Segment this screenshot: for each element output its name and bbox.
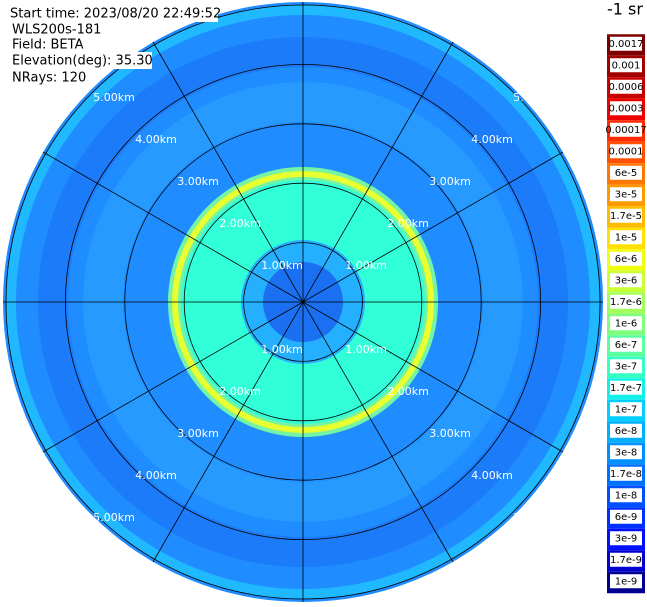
colorbar-label-box [610, 230, 642, 245]
colorbar-label: 1.7e-9 [610, 555, 642, 566]
range-label: 1.00km [261, 259, 303, 272]
field: Field: BETA [12, 38, 84, 53]
range-label: 1.00km [345, 259, 387, 272]
range-label: 2.00km [219, 385, 261, 398]
colorbar-label-box [610, 488, 642, 503]
range-label: 3.00km [429, 175, 471, 188]
colorbar-label: 1e-7 [615, 404, 638, 415]
range-label: 3.00km [177, 175, 219, 188]
colorbar-label-box [610, 208, 642, 223]
range-label: 2.00km [387, 217, 429, 230]
range-label: 5.00km [513, 91, 555, 104]
colorbar-label: 3e-5 [615, 189, 638, 200]
colorbar-label: 0.0006 [609, 82, 644, 93]
range-label: 4.00km [135, 469, 177, 482]
colorbar-label-box [610, 574, 642, 589]
colorbar-label: 1.7e-5 [610, 211, 642, 222]
range-label: 3.00km [429, 427, 471, 440]
start-time: Start time: 2023/08/20 22:49:52 [10, 7, 221, 22]
colorbar-label-box [610, 58, 642, 73]
range-label: 4.00km [135, 133, 177, 146]
colorbar-label-box [610, 402, 642, 417]
range-labels: 1.00km 1.00km 1.00km 1.00km 2.00km 2.00km 2.00… [93, 91, 555, 524]
grid [3, 2, 603, 602]
colorbar-label: 6e-8 [615, 426, 638, 437]
colorbar-label-box [610, 79, 642, 94]
colorbar-label-box [610, 337, 642, 352]
colorbar-label: 0.00017 [605, 125, 646, 136]
nrays: NRays: 120 [12, 71, 86, 86]
colorbar-label-box [610, 101, 642, 116]
colorbar-label-box [610, 36, 642, 51]
info: Start time: 2023/08/20 22:49:52 WLS200s-… [8, 5, 221, 86]
range-label: 5.00km [93, 91, 135, 104]
range-label: 4.00km [471, 133, 513, 146]
colorbar-label-box [610, 144, 642, 159]
colorbar-label-box [610, 380, 642, 395]
range-label: 1.00km [261, 343, 303, 356]
colorbar-label-box [610, 294, 642, 309]
range-label: 3.00km [177, 427, 219, 440]
colorbar-label: 3e-7 [615, 361, 638, 372]
colorbar-label-box [610, 552, 642, 567]
colorbar-label: 1.7e-8 [610, 469, 642, 480]
range-label: 1.00km [345, 343, 387, 356]
range-label: 4.00km [471, 469, 513, 482]
colorbar-label: 0.0001 [609, 146, 644, 157]
colorbar-label: 6e-6 [615, 254, 638, 265]
colorbar-label-box [610, 466, 642, 481]
colorbar-label-box [610, 445, 642, 460]
elevation: Elevation(deg): 35.30 [12, 54, 153, 69]
colorbar-label: 3e-8 [615, 447, 638, 458]
colorbar-label-box [610, 509, 642, 524]
colorbar-label: 0.0003 [609, 103, 644, 114]
colorbar-label: 1e-5 [615, 232, 638, 243]
colorbar-label: 1e-6 [615, 318, 638, 329]
colorbar-label: 1.7e-6 [610, 297, 642, 308]
range-label: 2.00km [387, 385, 429, 398]
range-label: 5.00km [93, 511, 135, 524]
colorbar-label: 6e-9 [615, 512, 638, 523]
range-label: 2.00km [219, 217, 261, 230]
colorbar-label: 1e-8 [615, 490, 638, 501]
colorbar-label: 0.0017 [609, 39, 644, 50]
colorbar-label-box [610, 316, 642, 331]
colorbar-label: 1e-9 [615, 576, 638, 587]
colorbar-title: -1 sr [607, 0, 643, 19]
colorbar-label: 3e-6 [615, 275, 638, 286]
colorbar-label: 3e-9 [615, 533, 638, 544]
colorbar-label-box [610, 273, 642, 288]
colorbar-label-box [610, 251, 642, 266]
range-label: 5.00km [513, 511, 555, 524]
instrument: WLS200s-181 [12, 23, 101, 38]
colorbar-label-box [610, 423, 642, 438]
colorbar-label-box [610, 531, 642, 546]
colorbar-label-box [610, 165, 642, 180]
colorbar-label: 0.001 [612, 60, 641, 71]
colorbar-label: 6e-5 [615, 168, 638, 179]
colorbar-label-box [610, 122, 642, 137]
colorbar-label-box [610, 359, 642, 374]
colorbar-label: 6e-7 [615, 340, 638, 351]
colorbar-label-box [610, 187, 642, 202]
colorbar: 0.0017 0.001 0.0006 0.0003 0.00017 0.0001 6e-5… [605, 34, 647, 594]
colorbar-label: 1.7e-7 [610, 383, 642, 394]
